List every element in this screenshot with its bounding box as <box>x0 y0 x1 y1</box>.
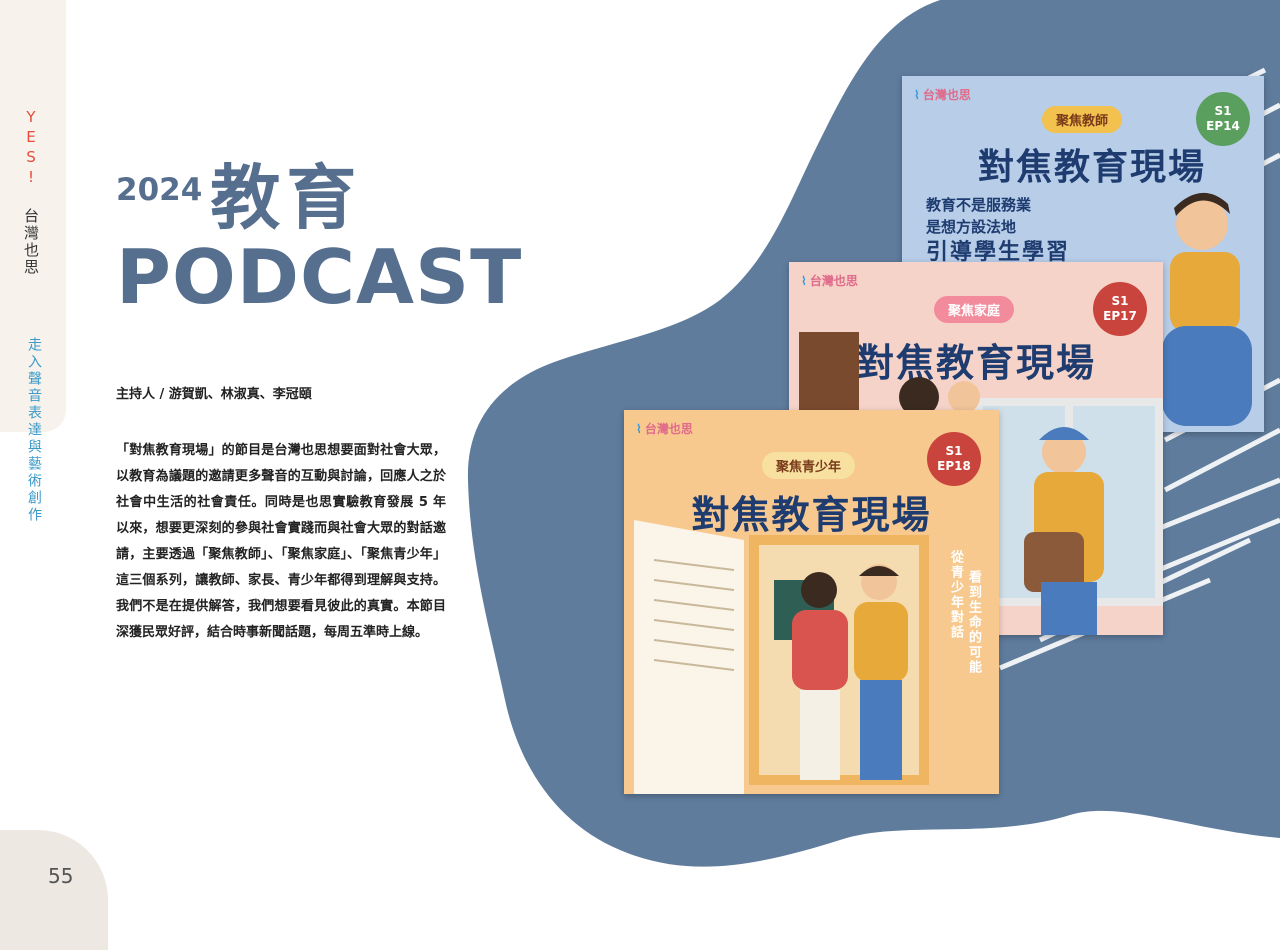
series-pill: 聚焦教師 <box>1042 106 1123 133</box>
teens-illustration <box>634 520 929 794</box>
page-title: 2024 教育 PODCAST <box>116 142 522 317</box>
cover-title: 對焦教育現場 <box>977 147 1206 188</box>
logo-icon: ⌇ <box>914 88 920 102</box>
section-title: 走入聲音表達與藝術創作 <box>26 337 42 524</box>
side-text-1: 從青少年對話 <box>948 550 963 640</box>
episode-badge: S1 EP14 <box>1196 92 1250 146</box>
podcast-cover-ep18: ⌇ 台灣也思 聚焦青少年 S1 EP18 對焦教育現場 從青少年對話 看到生命的可… <box>624 410 999 794</box>
magazine-name: YES! 台灣也思 <box>21 108 42 276</box>
tagline-line-2: 是想方設法地 <box>926 218 1017 236</box>
title-year: 2024 <box>116 172 203 208</box>
cover-logo: ⌇ 台灣也思 <box>914 86 971 103</box>
cover-logo: ⌇ 台灣也思 <box>801 272 858 289</box>
logo-text: 台灣也思 <box>644 422 693 436</box>
episode-badge: S1 EP17 <box>1093 282 1147 336</box>
series-pill: 聚焦青少年 <box>762 452 856 479</box>
logo-text: 台灣也思 <box>809 274 858 288</box>
cover-title: 對焦教育現場 <box>855 341 1096 385</box>
magazine-prefix: YES! <box>22 108 40 188</box>
logo-icon: ⌇ <box>636 422 642 436</box>
teacher-illustration <box>1162 192 1252 426</box>
series-pill: 聚焦家庭 <box>934 296 1015 323</box>
tagline-line-1: 教育不是服務業 <box>926 196 1032 214</box>
logo-icon: ⌇ <box>801 274 807 288</box>
title-format: PODCAST <box>116 233 523 321</box>
title-topic: 教育 <box>210 157 363 239</box>
logo-text: 台灣也思 <box>922 88 971 102</box>
hosts-line: 主持人 / 游賀凱、林淑真、李冠頤 <box>116 387 312 402</box>
body-text: 「對焦教育現場」的節目是台灣也思想要面對社會大眾，以教育為議題的邀請更多聲音的互… <box>116 443 446 640</box>
cover-logo: ⌇ 台灣也思 <box>636 420 693 437</box>
episode-badge: S1 EP18 <box>927 432 981 486</box>
tagline-line-3: 引導學生學習 <box>926 240 1071 265</box>
side-text-2: 看到生命的可能 <box>966 570 981 675</box>
magazine-title: 台灣也思 <box>22 208 40 276</box>
cover-title: 對焦教育現場 <box>691 493 932 537</box>
side-tab <box>0 0 66 432</box>
cover-tagline: 教育不是服務業 是想方設法地 引導學生學習 <box>926 194 1070 268</box>
page-number: 55 <box>48 864 74 888</box>
